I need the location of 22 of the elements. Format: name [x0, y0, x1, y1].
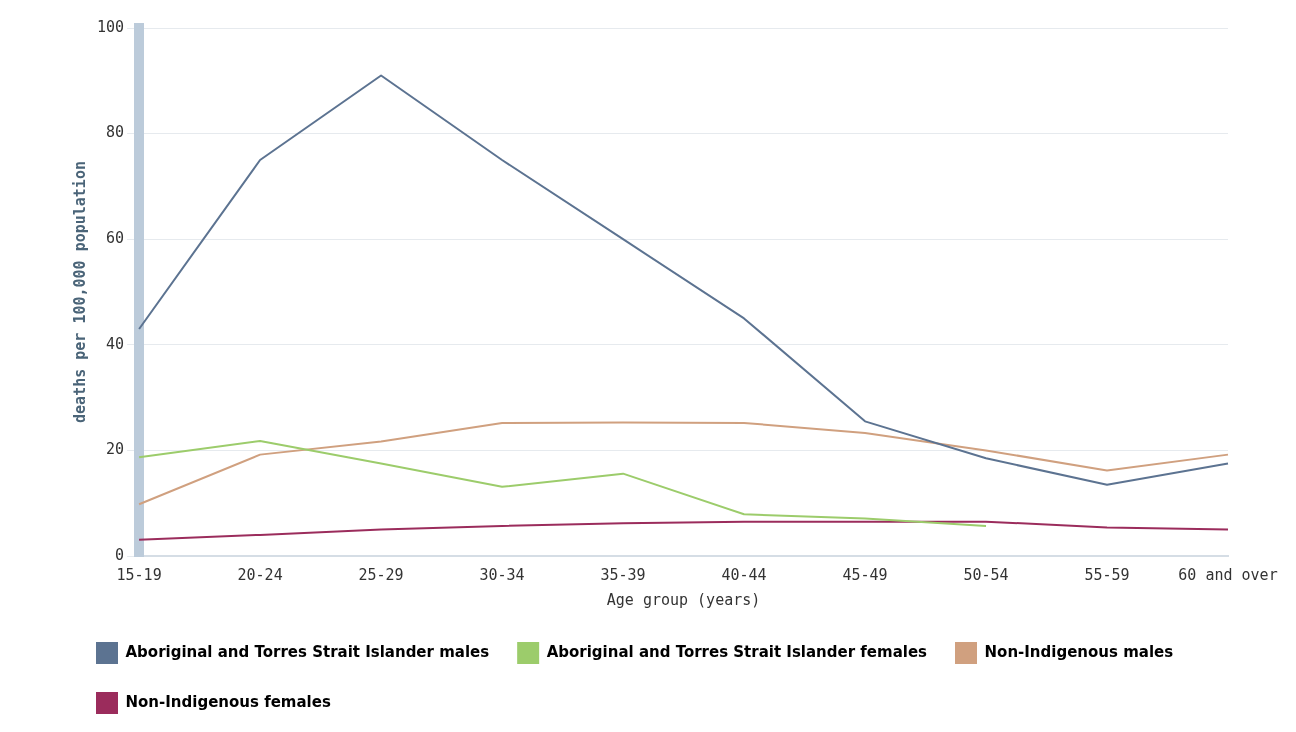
y-tick-label: 80: [106, 123, 125, 142]
legend-label: Non-Indigenous males: [984, 642, 1174, 661]
y-tick-label: 40: [106, 334, 125, 353]
x-tick-label: 15-19: [116, 565, 162, 584]
legend-label: Aboriginal and Torres Strait Islander males: [125, 642, 490, 661]
x-tick-label: 45-49: [842, 565, 888, 584]
x-tick-label: 50-54: [963, 565, 1009, 584]
x-tick-label: 60 and over: [1178, 565, 1278, 584]
y-tick-label: 0: [115, 545, 125, 564]
x-tick-label: 20-24: [237, 565, 283, 584]
y-tick-label: 60: [106, 229, 125, 248]
y-tick-label: 20: [106, 440, 125, 459]
x-tick-label: 55-59: [1084, 565, 1130, 584]
y-tick-label: 100: [97, 17, 125, 36]
x-tick-label: 35-39: [600, 565, 646, 584]
y-axis-title: deaths per 100,000 population: [70, 161, 89, 423]
legend-label: Aboriginal and Torres Strait Islander females: [546, 642, 928, 661]
x-tick-label: 30-34: [479, 565, 525, 584]
x-tick-label: 25-29: [358, 565, 404, 584]
legend-label: Non-Indigenous females: [125, 692, 331, 711]
x-axis-title: Age group (years): [606, 590, 761, 609]
x-tick-label: 40-44: [721, 565, 767, 584]
